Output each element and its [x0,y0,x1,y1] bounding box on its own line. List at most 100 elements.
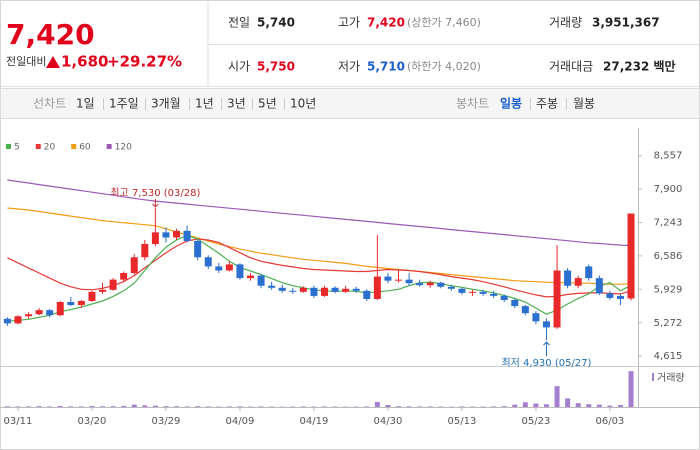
y-tick-label: 7,243 [654,218,683,229]
volume-bar [385,405,391,407]
candle-body [585,266,593,279]
candle-body [109,279,117,290]
y-tick-label: 8,557 [654,151,683,162]
volume-bar [184,406,190,407]
candle-body [25,314,33,317]
period-button[interactable]: 3개월 [151,97,181,111]
volume-bar [205,406,211,407]
volume-bar [131,404,137,407]
period-button[interactable]: 1일 [76,97,95,111]
volume-bar [237,406,243,407]
candle-body [595,278,603,294]
candle-body [194,241,202,258]
candle-body [225,264,233,271]
legend-label: 20 [44,143,56,153]
period-button[interactable]: 3년 [227,97,246,111]
period-button[interactable]: 5년 [258,97,277,111]
volume-bar [226,406,232,407]
candle-period-button[interactable]: 일봉 [500,97,522,111]
volume-bar [607,405,613,407]
volume-bar [163,406,169,407]
candle-body [3,318,11,324]
legend-label: 60 [79,143,91,153]
candle-body [542,321,550,328]
volume-bar [406,406,412,407]
candle-period-button[interactable]: 주봉 [536,97,558,111]
candle-body [447,286,455,289]
x-tick-label: 03/29 [152,416,181,427]
volume-bar [26,406,32,407]
legend-label: 5 [14,143,20,153]
candle-body [511,299,519,307]
volume-bar [364,406,370,407]
candle-body [627,213,635,299]
candle-body [278,287,286,291]
volume-bar [322,406,327,407]
candle-body [99,289,107,292]
candle-body [88,291,96,301]
candle-body [606,293,614,298]
candle-body [342,288,350,292]
volume-bar [374,401,380,407]
volume-bar [427,406,433,407]
volume-bar [152,405,158,407]
candle-body [35,310,43,315]
candle-body [553,270,561,328]
candle-body [394,279,402,281]
volume-bar [395,406,401,407]
volume-bar [491,406,497,407]
volume-bar [512,404,518,407]
candle-body [67,302,75,306]
candle-body [120,273,128,280]
period-button[interactable]: 10년 [290,97,316,111]
candle-body [616,295,624,299]
volume-bar [36,406,42,407]
toolbar-label: 봉차트 [456,97,489,111]
candle-body [310,287,318,296]
candle-body [521,306,529,314]
x-tick-label: 05/13 [447,416,476,427]
candle-body [564,270,572,286]
volume-bar [543,404,549,407]
toolbar-separators [103,98,567,110]
candle-body [437,282,445,287]
candle-body [151,232,159,245]
x-tick-label: 04/30 [374,416,403,427]
volume-bar [174,406,180,407]
toolbar [0,88,700,119]
volume-bar [417,406,423,407]
volume-bar [4,406,10,407]
volume-bar [459,406,465,407]
stat-note: (하한가 4,020) [407,59,481,73]
candle-body [247,275,255,279]
period-button[interactable]: 1년 [195,97,214,111]
toolbar-label: 선차트 [33,97,66,111]
candle-body [56,302,64,316]
candle-body [289,290,297,292]
volume-bar [142,405,148,407]
annotation: 최고 7,530 (03/28) [110,187,200,199]
volume-bar [586,404,592,407]
legend-label: 120 [115,143,132,153]
volume-bar [68,406,74,407]
candle-body [363,290,371,299]
change-rate: +29.27% [107,53,182,71]
stat-label: 시가 [228,60,250,74]
legend-swatch [6,144,11,149]
candle-body [162,232,170,238]
stat-value: 3,951,367 [592,16,660,30]
y-tick-label: 5,929 [654,284,683,295]
candle-body [426,282,434,286]
stat-label: 거래대금 [549,60,593,74]
y-tick-label: 7,900 [654,184,683,195]
volume-legend-swatch [652,373,654,381]
candle-body [384,276,392,281]
candle-body [299,287,307,292]
change-label: 전일대비 [6,54,46,68]
period-button[interactable]: 1주일 [109,97,139,111]
candle-body [574,278,582,286]
candle-period-button[interactable]: 월봉 [573,97,595,111]
volume-bar [501,406,507,407]
candle-body [500,295,508,300]
